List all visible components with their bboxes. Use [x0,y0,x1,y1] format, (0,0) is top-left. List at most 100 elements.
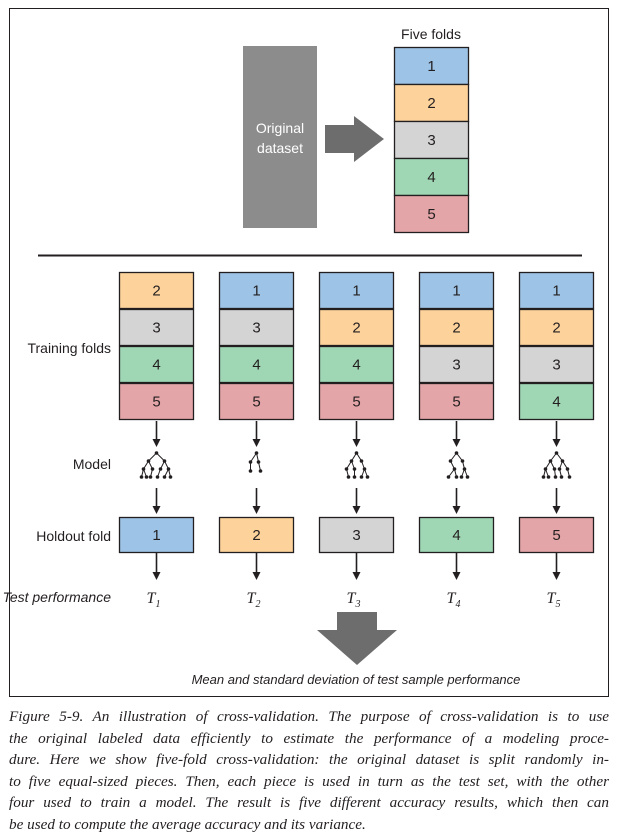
training-fold-3: 3 [118,308,195,347]
training-fold-1: 1 [418,271,495,310]
training-fold-1: 1 [318,271,395,310]
fold-number: 2 [152,283,160,300]
caption-line: dure. Here we show five-fold cross-valid… [9,751,609,768]
top-fold-1: 1 [393,46,470,86]
model-tree-icon [248,451,263,473]
down-arrow [352,553,361,580]
test-performance-subscript: 4 [455,599,460,610]
model-tree-icon [446,451,470,479]
fold-box [418,308,495,347]
fold-box [218,308,295,347]
fold-number: 5 [352,394,360,411]
training-fold-5: 5 [218,382,295,421]
fold-box [518,271,595,310]
aggregate-arrow [317,612,397,665]
model-tree-icon [139,451,173,479]
fold-box [418,516,495,554]
holdout-fold-4: 4 [418,516,495,554]
fold-box [318,271,395,310]
down-arrow [252,553,261,580]
holdout-fold-1: 1 [118,516,195,554]
fold-box [118,382,195,421]
caption-line: Figure 5-9. An illustration of cross-val… [9,708,609,725]
down-arrow [452,488,461,514]
down-arrow [352,488,361,514]
down-arrow [452,421,461,447]
down-arrow [552,488,561,514]
fold-number: 5 [552,527,560,544]
fold-box [118,345,195,384]
fold-number: 2 [427,95,435,112]
model-label: Model [73,456,111,472]
split-arrow [325,116,384,162]
holdout-fold-5: 5 [518,516,595,554]
fold-box [118,271,195,310]
fold-box [518,345,595,384]
model-tree-icon [541,451,572,479]
test-performance-value: T2 [247,590,261,610]
fold-box [218,345,295,384]
figure-frame [9,8,609,697]
figure-caption: Figure 5-9. An illustration of cross-val… [9,706,609,835]
fold-number: 1 [552,283,560,300]
fold-number: 5 [452,394,460,411]
test-performance-subscript: 2 [255,599,260,610]
fold-number: 2 [252,527,260,544]
down-arrow [552,421,561,447]
fold-number: 3 [352,527,360,544]
caption-line: to five equal-sized pieces. Then, each p… [9,772,609,790]
caption-line: be used to compute the average accuracy … [9,815,366,833]
fold-number: 1 [427,58,435,75]
training-fold-3: 3 [418,345,495,384]
fold-number: 3 [427,132,435,149]
fold-number: 1 [452,283,460,300]
cross-validation-diagram: Original dataset Five folds 1 2 3 4 5 Traini… [3,8,609,697]
training-fold-5: 5 [318,382,395,421]
training-fold-2: 2 [418,308,495,347]
test-performance-value: T1 [147,590,161,610]
training-fold-1: 1 [518,271,595,310]
test-performance-subscript: 1 [155,599,160,610]
fold-box [218,271,295,310]
test-performance-label: Test performance [3,589,112,605]
down-arrow [152,421,161,447]
training-fold-3: 3 [218,308,295,347]
fold-number: 4 [452,527,460,544]
training-fold-2: 2 [118,271,195,310]
down-arrow [252,421,261,447]
fold-number: 5 [252,394,260,411]
training-fold-3: 3 [518,345,595,384]
fold-number: 2 [452,320,460,337]
fold-box [318,516,395,554]
fold-number: 4 [427,169,435,186]
fold-box [393,120,470,160]
down-arrow [152,553,161,580]
training-fold-5: 5 [418,382,495,421]
down-arrow [152,488,161,514]
fold-box [318,308,395,347]
fold-box [518,516,595,554]
fold-number: 3 [252,320,260,337]
test-performance-value: T4 [447,590,461,610]
original-dataset-label-2: dataset [257,140,303,156]
training-fold-2: 2 [318,308,395,347]
fold-box [518,382,595,421]
training-fold-4: 4 [518,382,595,421]
fold-number: 2 [352,320,360,337]
caption-line: four used to train a model. The result i… [9,794,609,811]
test-performance-subscript: 3 [354,599,360,610]
fold-box [318,382,395,421]
fold-number: 3 [152,320,160,337]
holdout-fold-2: 2 [218,516,295,554]
test-performance-value: T5 [547,590,561,610]
training-fold-4: 4 [218,345,295,384]
training-fold-4: 4 [118,345,195,384]
training-folds-label: Training folds [27,340,111,356]
training-fold-5: 5 [118,382,195,421]
fold-box [318,345,395,384]
